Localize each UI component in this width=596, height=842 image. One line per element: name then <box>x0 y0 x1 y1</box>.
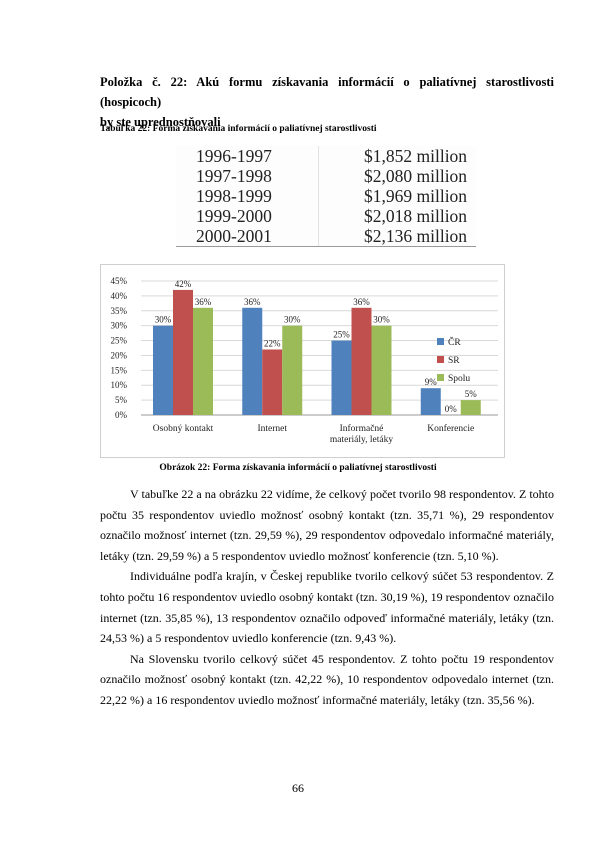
table-cell-years: 2000-2001 <box>196 226 272 246</box>
bar <box>262 349 283 415</box>
paragraph: Individuálne podľa krajín, v Českej repu… <box>100 569 554 646</box>
table-image: 1996-1997 $1,852 million 1997-1998 $2,08… <box>100 138 506 252</box>
data-label: 42% <box>175 279 192 289</box>
bar <box>173 289 193 415</box>
x-tick-label: Internet <box>257 424 287 434</box>
table-cell-amount: $2,018 million <box>364 206 468 226</box>
table-cell-amount: $1,969 million <box>364 186 468 206</box>
data-label: 30% <box>284 315 301 325</box>
data-label: 5% <box>465 389 478 399</box>
bar <box>193 307 213 415</box>
table-cell-amount: $1,852 million <box>364 146 468 166</box>
paragraph: V tabuľke 22 a na obrázku 22 vidíme, že … <box>100 487 554 563</box>
section-heading: Položka č. 22: Akú formu získavania info… <box>100 72 554 132</box>
bar <box>371 325 392 415</box>
y-tick-label: 30% <box>111 321 128 331</box>
table-cell-years: 1997-1998 <box>196 166 272 186</box>
data-label: 9% <box>425 377 438 387</box>
table-row: 1997-1998 $2,080 million <box>176 166 476 186</box>
bar <box>242 307 263 415</box>
x-tick-label: Osobný kontakt <box>153 424 214 434</box>
table-row: 2000-2001 $2,136 million <box>176 226 476 246</box>
bar-chart-svg: 0%5%10%15%20%25%30%35%40%45%30%42%36%Oso… <box>111 276 498 445</box>
data-label: 36% <box>195 297 212 307</box>
figure-caption: Obrázok 22: Forma získavania informácií … <box>159 463 437 473</box>
table-row: 1999-2000 $2,018 million <box>176 206 476 226</box>
heading-line-1: Položka č. 22: Akú formu získavania info… <box>100 75 554 109</box>
data-label: 36% <box>244 297 261 307</box>
table-cell-amount: $2,136 million <box>364 226 468 246</box>
y-tick-label: 35% <box>111 306 128 316</box>
x-tick-label: Informačné <box>340 423 384 434</box>
data-label: 0% <box>445 404 458 414</box>
page-number: 66 <box>292 781 304 795</box>
bar <box>420 388 441 415</box>
table-cell-years: 1996-1997 <box>196 146 272 166</box>
legend-swatch <box>437 374 444 381</box>
y-tick-label: 40% <box>111 291 128 301</box>
table-cell-years: 1998-1999 <box>196 186 272 206</box>
table-caption: Tabuľka 22: Forma získavania informácií … <box>100 124 377 134</box>
y-tick-label: 10% <box>111 380 128 390</box>
bar <box>331 340 352 415</box>
data-label: 22% <box>264 338 281 348</box>
legend-swatch <box>437 338 444 345</box>
data-label: 36% <box>353 297 370 307</box>
y-tick-label: 45% <box>111 276 128 286</box>
legend-swatch <box>437 356 444 363</box>
legend-label: ČR <box>448 336 461 348</box>
table-image-body: 1996-1997 $1,852 million 1997-1998 $2,08… <box>176 146 476 247</box>
table-divider <box>318 146 319 246</box>
bar <box>460 400 481 415</box>
table-row: 1996-1997 $1,852 million <box>176 146 476 166</box>
bar <box>282 325 303 415</box>
data-label: 30% <box>373 315 390 325</box>
bar-chart: 0% 5% 10% 15% 20% 25% 30% 35% 40% 45% 30% 42% 36% Oso… <box>100 264 505 458</box>
heading-line-2: by ste uprednostňovali <box>100 115 221 129</box>
y-tick-label: 0% <box>115 410 128 420</box>
table-cell-amount: $2,080 million <box>364 166 468 186</box>
data-label: 30% <box>155 315 172 325</box>
legend-label: SR <box>448 356 460 366</box>
y-tick-label: 5% <box>115 395 128 405</box>
data-label: 25% <box>333 330 350 340</box>
legend-label: Spolu <box>448 374 470 384</box>
body-text: V tabuľke 22 a na obrázku 22 vidíme, že … <box>100 484 554 711</box>
y-tick-label: 20% <box>111 350 128 360</box>
y-tick-label: 15% <box>111 365 128 375</box>
table-row: 1998-1999 $1,969 million <box>176 186 476 206</box>
x-tick-label: materiály, letáky <box>330 435 393 445</box>
table-cell-years: 1999-2000 <box>196 206 272 226</box>
bar <box>153 325 173 415</box>
x-tick-label: Konferencie <box>427 423 474 434</box>
y-tick-label: 25% <box>111 336 128 346</box>
paragraph: Na Slovensku tvorilo celkový súčet 45 re… <box>100 651 554 707</box>
bar <box>351 307 372 415</box>
